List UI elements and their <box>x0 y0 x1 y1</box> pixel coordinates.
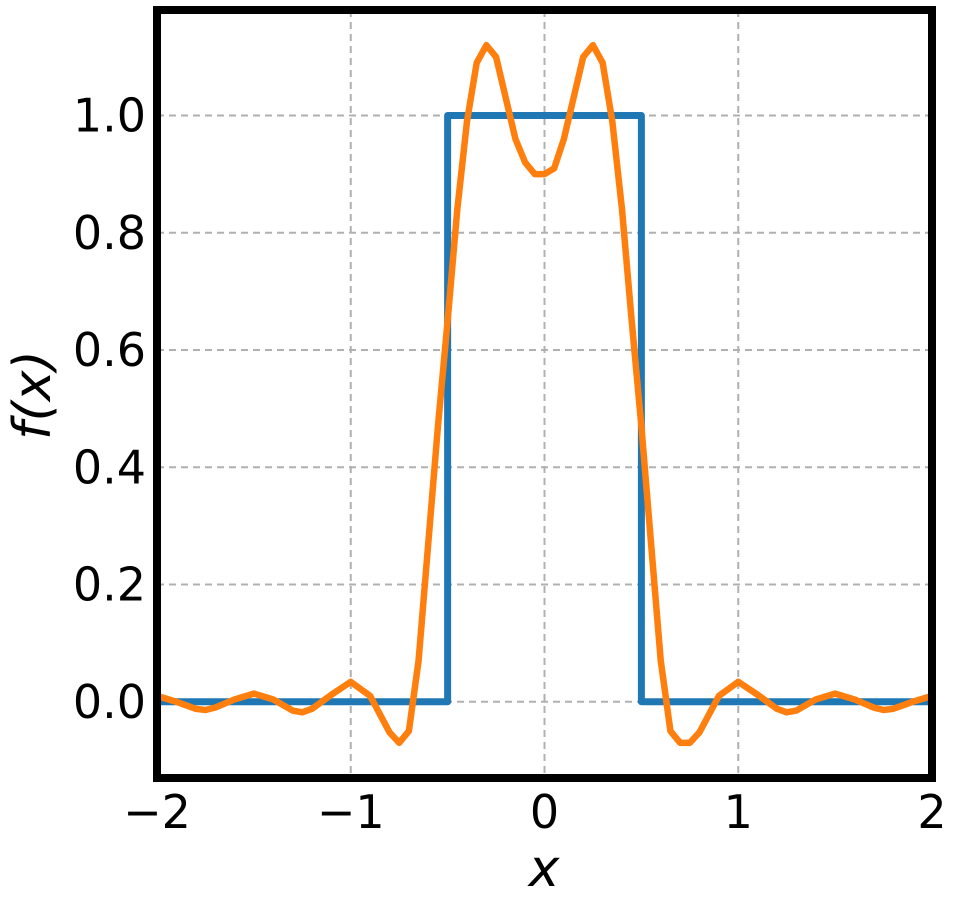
y-tick-label: 0.0 <box>73 675 146 729</box>
x-tick-label: −2 <box>123 785 191 839</box>
x-tick-label: 1 <box>724 785 753 839</box>
y-axis-ticks: 0.0 0.2 0.4 0.6 0.8 1.0 <box>73 89 146 729</box>
y-tick-label: 0.6 <box>73 323 146 377</box>
x-axis-label: x <box>527 839 561 899</box>
series-line-1 <box>157 41 932 747</box>
y-tick-label: 0.4 <box>73 440 146 494</box>
y-tick-label: 1.0 <box>73 89 146 143</box>
x-tick-label: 0 <box>530 785 559 839</box>
y-axis-label: f(x) <box>3 350 63 440</box>
x-tick-label: 2 <box>917 785 946 839</box>
x-axis-ticks: −2 −1 0 1 2 <box>123 785 947 839</box>
x-tick-label: −1 <box>317 785 385 839</box>
plot-frame <box>153 6 936 782</box>
series-line-0 <box>157 112 932 706</box>
y-tick-label: 0.2 <box>73 558 146 612</box>
series-layer <box>157 41 932 747</box>
y-tick-label: 0.8 <box>73 206 146 260</box>
